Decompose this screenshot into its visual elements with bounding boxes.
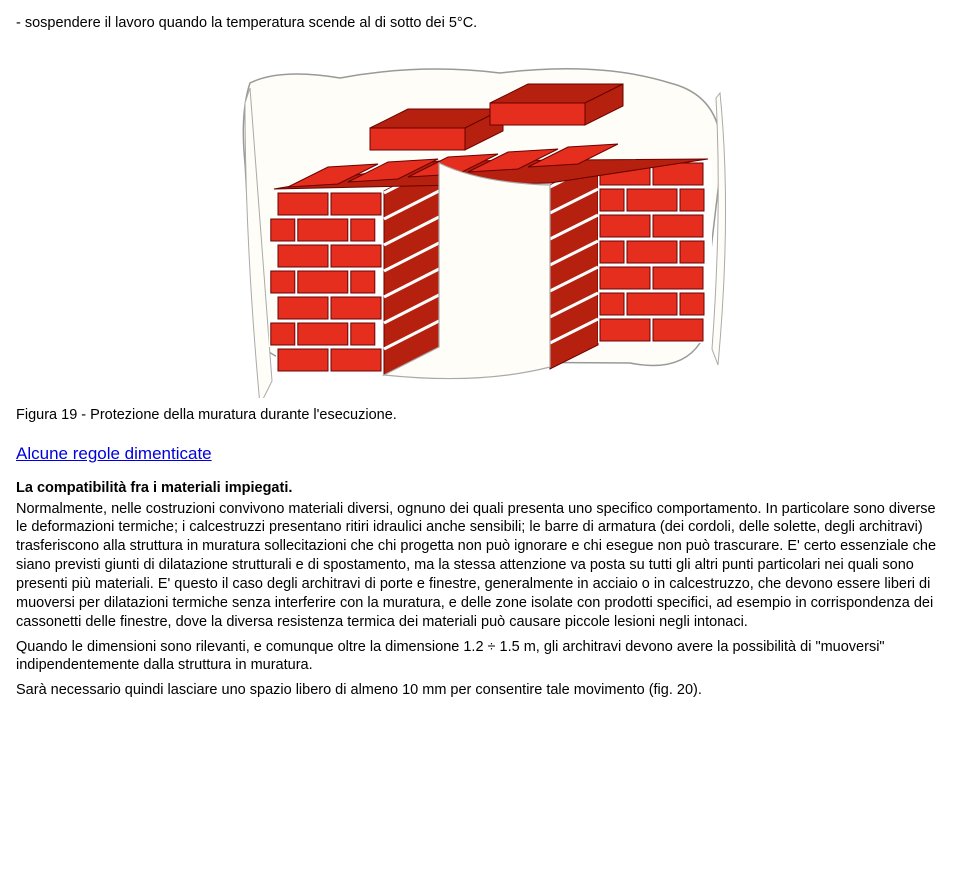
paragraph-3: Sarà necessario quindi lasciare uno spaz… xyxy=(16,681,944,700)
figure-19 xyxy=(16,43,944,398)
section-title: Alcune regole dimenticate xyxy=(16,443,944,465)
paragraph-2: Quando le dimensioni sono rilevanti, e c… xyxy=(16,638,944,676)
subheading: La compatibilità fra i materiali impiega… xyxy=(16,479,944,498)
paragraph-1: Normalmente, nelle costruzioni convivono… xyxy=(16,500,944,632)
figure-caption: Figura 19 - Protezione della muratura du… xyxy=(16,406,944,425)
brick-wall-illustration xyxy=(200,43,760,398)
note-line: - sospendere il lavoro quando la tempera… xyxy=(16,14,944,33)
